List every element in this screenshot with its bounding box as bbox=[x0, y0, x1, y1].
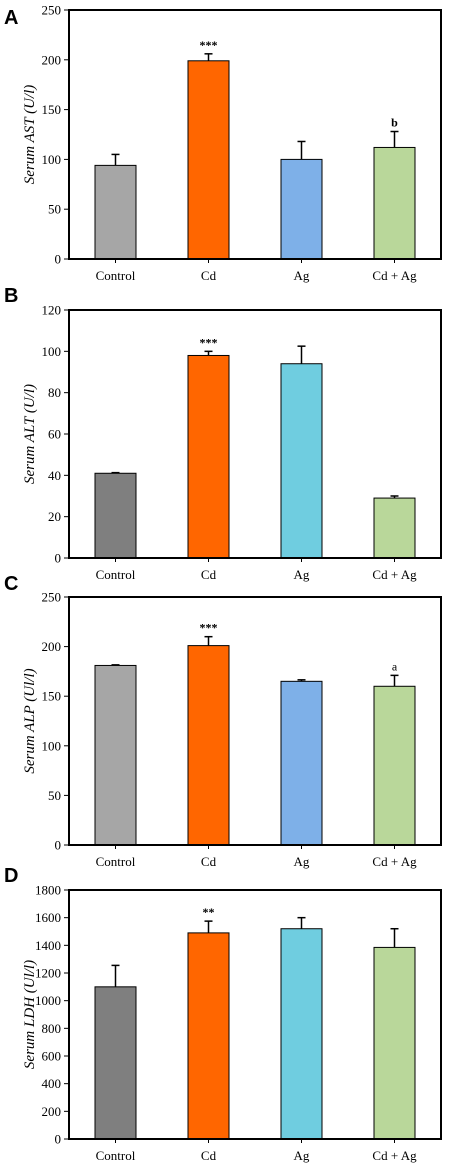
panel-d-y-tick-label: 800 bbox=[42, 1021, 62, 1036]
panel-b-category-label: Ag bbox=[294, 567, 310, 582]
panel-a-y-tick-label: 250 bbox=[42, 3, 62, 18]
panel-d-y-tick-label: 1000 bbox=[35, 993, 61, 1008]
panel-b-category-label: Cd + Ag bbox=[372, 567, 417, 582]
panel-d-y-tick-label: 200 bbox=[42, 1104, 62, 1119]
panel-c-y-tick-label: 250 bbox=[42, 590, 62, 605]
panel-d-plot-frame bbox=[68, 889, 442, 1140]
panel-c-bar-ag bbox=[280, 680, 323, 846]
panel-d-y-tick-label: 1800 bbox=[35, 883, 61, 898]
panel-b-letter: B bbox=[4, 285, 18, 307]
panel-d-category-label: Ag bbox=[294, 1148, 310, 1163]
panel-d-category-label: Cd bbox=[201, 1148, 217, 1163]
panel-d-y-tick-label: 600 bbox=[42, 1049, 62, 1064]
panel-a-category-label: Cd + Ag bbox=[372, 268, 417, 283]
panel-b-bar-control bbox=[94, 472, 137, 559]
panel-d-y-tick-label: 1400 bbox=[35, 938, 61, 953]
panel-d-bar-control bbox=[94, 986, 137, 1140]
panel-b-y-tick-label: 80 bbox=[48, 385, 61, 400]
panel-a-category-label: Control bbox=[96, 268, 136, 283]
panel-c-letter: C bbox=[4, 573, 18, 595]
panel-b-y-tick-label: 60 bbox=[48, 427, 61, 442]
panel-a-bar-ag bbox=[280, 158, 323, 260]
panel-b: B 0 20 40 60 80 100 120 Serum ALT (U/l) Control **… bbox=[4, 285, 442, 582]
panel-b-bar-ag bbox=[280, 363, 323, 559]
panel-a-bar-cd-ag bbox=[373, 146, 416, 260]
panel-a-letter: A bbox=[4, 7, 18, 29]
panel-d-bar-cd-ag bbox=[373, 946, 416, 1140]
panel-b-y-tick-label: 20 bbox=[48, 509, 61, 524]
panel-c-significance-label: *** bbox=[200, 621, 218, 635]
panel-d-y-tick-label: 400 bbox=[42, 1076, 62, 1091]
panel-b-y-tick-label: 100 bbox=[42, 344, 62, 359]
panel-d-letter: D bbox=[4, 865, 18, 887]
panel-b-y-tick-label: 0 bbox=[55, 551, 62, 566]
panel-b-y-tick-label: 40 bbox=[48, 468, 61, 483]
panel-c-y-tick-label: 150 bbox=[42, 689, 62, 704]
panel-c-y-tick-label: 50 bbox=[48, 788, 61, 803]
panel-c-y-tick-label: 200 bbox=[42, 639, 62, 654]
panel-c-category-label: Ag bbox=[294, 854, 310, 869]
panel-b-plot-frame bbox=[68, 309, 442, 559]
panel-d-y-tick-label: 1200 bbox=[35, 966, 61, 981]
panel-c-significance-label: a bbox=[392, 659, 398, 673]
panel-c-plot-frame bbox=[68, 596, 442, 846]
panel-d: D 0 200 400 600 800 1000 1200 1400 1600 1800 Serum … bbox=[4, 865, 442, 1163]
panel-c-bar-control bbox=[94, 664, 137, 846]
panel-a-bar-control bbox=[94, 164, 137, 260]
panel-d-category-label: Cd + Ag bbox=[372, 1148, 417, 1163]
panel-c-category-label: Control bbox=[96, 854, 136, 869]
panel-a-category-label: Cd bbox=[201, 268, 217, 283]
panel-c-bar-cd-ag bbox=[373, 685, 416, 846]
panel-c-category-label: Cd bbox=[201, 854, 217, 869]
panel-a-significance-label: *** bbox=[200, 38, 218, 52]
panel-a-plot-frame bbox=[68, 9, 442, 260]
panel-a-significance-label: b bbox=[391, 116, 398, 130]
panel-a-category-label: Ag bbox=[294, 268, 310, 283]
panel-b-bar-cd bbox=[187, 354, 230, 559]
panel-a-y-tick-label: 150 bbox=[42, 102, 62, 117]
panel-b-bar-cd-ag bbox=[373, 497, 416, 559]
panel-b-category-label: Control bbox=[96, 567, 136, 582]
panel-d-y-tick-label: 1600 bbox=[35, 910, 61, 925]
panel-d-bar-cd bbox=[187, 932, 230, 1140]
panel-c-y-axis-label: Serum ALP (Ul/l) bbox=[22, 668, 38, 773]
panel-c: C 0 50 100 150 200 250 Serum ALP (Ul/l) Control *… bbox=[4, 573, 442, 869]
panel-b-significance-label: *** bbox=[200, 335, 218, 349]
panel-d-y-axis-label: Serum LDH (Ul/l) bbox=[22, 960, 38, 1069]
panel-b-y-axis-label: Serum ALT (U/l) bbox=[22, 384, 38, 484]
panel-a-y-tick-label: 100 bbox=[42, 152, 62, 167]
panel-a-y-tick-label: 0 bbox=[55, 252, 62, 267]
panel-c-y-tick-label: 100 bbox=[42, 738, 62, 753]
panel-a-bar-cd bbox=[187, 60, 230, 260]
panel-b-category-label: Cd bbox=[201, 567, 217, 582]
panel-a-y-axis-label: Serum AST (U/l) bbox=[22, 85, 38, 184]
panel-a-y-tick-label: 50 bbox=[48, 202, 61, 217]
panel-c-category-label: Cd + Ag bbox=[372, 854, 417, 869]
panel-d-significance-label: ** bbox=[203, 905, 215, 919]
panel-d-category-label: Control bbox=[96, 1148, 136, 1163]
panel-a: A 0 50 100 150 200 250 Serum AST (U/l) Control **… bbox=[4, 3, 442, 283]
panel-d-bar-ag bbox=[280, 928, 323, 1140]
panel-b-y-tick-label: 120 bbox=[42, 303, 62, 318]
panel-a-y-tick-label: 200 bbox=[42, 52, 62, 67]
panel-c-bar-cd bbox=[187, 645, 230, 846]
panel-c-y-tick-label: 0 bbox=[55, 838, 62, 853]
panel-d-y-tick-label: 0 bbox=[55, 1132, 62, 1147]
